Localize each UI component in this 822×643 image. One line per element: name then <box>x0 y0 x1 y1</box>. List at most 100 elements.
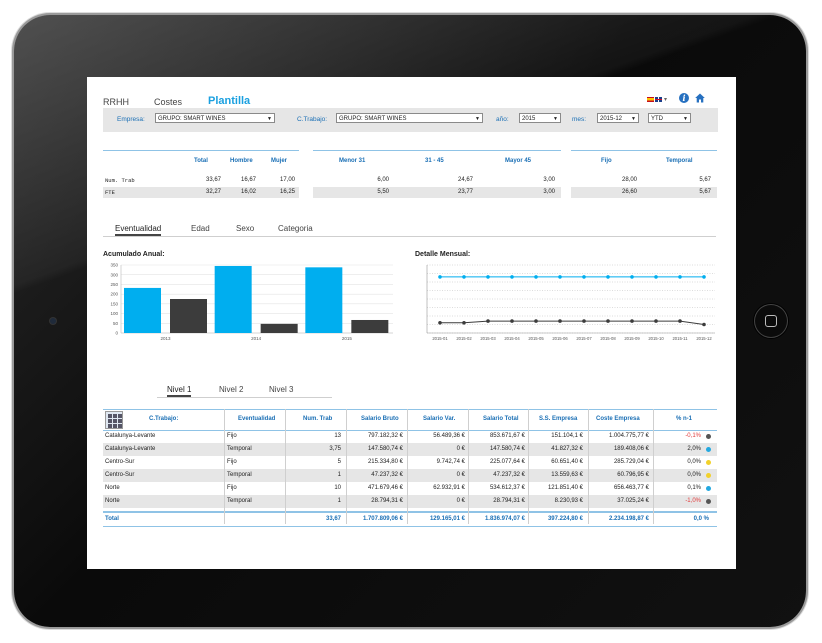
cell-salario-total: 853.671,67 € <box>489 433 525 439</box>
cell-salario-total: 28.794,31 € <box>493 498 525 504</box>
home-button[interactable] <box>754 304 788 338</box>
empresa-select[interactable]: GRUPO: SMART WINES ▼ <box>155 113 275 123</box>
table-row[interactable]: Catalunya-Levante Fijo 13 797.182,32 € 56.48… <box>103 430 717 443</box>
cell-coste-empresa: 656.463,77 € <box>613 485 649 491</box>
cell-num-trab: 1 <box>337 472 341 478</box>
trabajo-select[interactable]: GRUPO: SMART WINES ▼ <box>336 113 483 123</box>
nav-costes[interactable]: Costes <box>154 97 183 107</box>
header-num-trab[interactable]: Num. Trab <box>303 416 333 422</box>
point-2015-10-series-2 <box>654 319 658 323</box>
bar-2015-series-2 <box>351 319 389 333</box>
cell-salario-total: 225.077,64 € <box>489 459 525 465</box>
summary-header-total: Total <box>194 158 208 164</box>
trabajo-label: C.Trabajo: <box>297 116 328 123</box>
info-icon[interactable]: i <box>679 93 689 103</box>
mes-select[interactable]: 2015-12 ▼ <box>597 113 639 123</box>
cell-coste-empresa: 60.796,95 € <box>617 472 649 478</box>
summary-row: 5,50 23,77 3,00 <box>313 187 561 198</box>
point-2015-02-series-2 <box>462 321 466 325</box>
header-coste-empresa[interactable]: Coste Empresa <box>596 416 640 422</box>
cell-num-trab: 1 <box>337 498 341 504</box>
summary-cell: 32,27 <box>205 189 221 195</box>
header-salario-total[interactable]: Salario Total <box>483 416 519 422</box>
x-tick-label: 2015-04 <box>504 336 520 341</box>
bar-2014-series-1 <box>214 265 252 333</box>
period-select[interactable]: YTD ▼ <box>648 113 691 123</box>
header-pct-n1[interactable]: % n-1 <box>676 416 693 422</box>
x-tick-label: 2015 <box>342 336 353 341</box>
cell-salario-total: 147.580,74 € <box>489 446 525 452</box>
point-2015-03-series-2 <box>486 319 490 323</box>
point-2015-08-series-2 <box>606 319 610 323</box>
cell-coste-empresa: 189.408,06 € <box>613 446 649 452</box>
point-2015-11-series-2 <box>678 319 682 323</box>
cell-pct-n1: -0,1% <box>685 433 701 439</box>
summary-cell: 33,67 <box>205 177 221 183</box>
cell-coste-empresa: 285.729,04 € <box>613 459 649 465</box>
header-ss-empresa[interactable]: S.S. Empresa <box>539 416 578 422</box>
total-salario-var: 129.165,01 € <box>429 516 465 522</box>
anio-select[interactable]: 2015 ▼ <box>519 113 561 123</box>
cell-ctrabajo: Catalunya-Levante <box>105 446 156 452</box>
summary-cell: 5,67 <box>699 177 711 183</box>
cell-salario-var: 0 € <box>456 446 465 452</box>
bar-chart-acumulado-anual: 0 50 100 150 200 250 300 350 2013 2014 2015 <box>110 263 393 341</box>
cell-ss-empresa: 151.104,1 € <box>551 433 583 439</box>
period-select-value: YTD <box>651 116 663 122</box>
cell-eventualidad: Fijo <box>227 459 237 465</box>
empresa-select-value: GRUPO: SMART WINES <box>158 116 226 122</box>
summary-cell: 5,67 <box>699 189 711 195</box>
nav-rrhh[interactable]: RRHH <box>103 97 129 107</box>
chart-anual-title: Acumulado Anual: <box>103 251 165 258</box>
cell-ss-empresa: 121.851,40 € <box>547 485 583 491</box>
detail-total-row: Total 33,67 1.707.809,06 € 129.165,01 € … <box>103 511 717 527</box>
y-tick-label: 300 <box>110 272 118 277</box>
tab-categoria[interactable]: Categoria <box>278 224 313 233</box>
cell-salario-bruto: 215.334,80 € <box>367 459 403 465</box>
cell-salario-var: 62.932,91 € <box>433 485 465 491</box>
total-num-trab: 33,67 <box>325 516 341 522</box>
tab-sexo[interactable]: Sexo <box>236 224 255 233</box>
uk-flag-icon[interactable] <box>655 97 662 102</box>
table-row[interactable]: Centro-Sur Temporal 1 47.237,32 € 0 € 47.237,… <box>103 469 717 482</box>
spain-flag-icon[interactable] <box>647 97 654 102</box>
table-row[interactable]: Centro-Sur Fijo 5 215.334,80 € 9.742,74 € 225… <box>103 456 717 469</box>
cell-coste-empresa: 1.004.775,77 € <box>608 433 649 439</box>
header-ctrabajo[interactable]: C.Trabajo: <box>149 416 179 422</box>
x-tick-label: 2015-10 <box>648 336 664 341</box>
status-dot-icon <box>706 447 711 452</box>
table-row[interactable]: Norte Temporal 1 28.794,31 € 0 € 28.794,31 € 8… <box>103 495 717 508</box>
chevron-down-icon: ▼ <box>475 116 480 122</box>
summary-table-age: Menor 31 31 - 45 Mayor 45 6,00 24,67 3,0… <box>313 150 561 198</box>
total-salario-total: 1.836.974,07 € <box>484 516 525 522</box>
cell-pct-n1: 0,0% <box>687 459 701 465</box>
table-grid-icon[interactable] <box>105 411 123 429</box>
summary-row: Num. Trab 33,67 16,67 17,00 <box>103 175 299 186</box>
table-row[interactable]: Catalunya-Levante Temporal 3,75 147.580,74 … <box>103 443 717 456</box>
table-row[interactable]: Norte Fijo 10 471.679,46 € 62.932,91 € 534.61… <box>103 482 717 495</box>
tab-edad[interactable]: Edad <box>191 224 210 233</box>
header-salario-bruto[interactable]: Salario Bruto <box>361 416 399 422</box>
language-chevron-down-icon[interactable]: ▾ <box>664 97 668 103</box>
series-line-2 <box>440 320 705 325</box>
summary-table-contract: Fijo Temporal 28,00 5,67 26,60 5,67 <box>571 150 717 198</box>
point-2015-04-series-1 <box>510 275 514 279</box>
x-tick-label: 2015-01 <box>432 336 448 341</box>
tab-nivel-1[interactable]: Nivel 1 <box>167 385 192 397</box>
cell-ctrabajo: Norte <box>105 498 120 504</box>
header-salario-var[interactable]: Salario Var. <box>423 416 456 422</box>
point-2015-09-series-1 <box>630 275 634 279</box>
summary-cell: 16,25 <box>279 189 295 195</box>
y-tick-label: 0 <box>115 331 118 336</box>
header-eventualidad[interactable]: Eventualidad <box>238 416 276 422</box>
home-icon[interactable] <box>695 93 705 103</box>
cell-coste-empresa: 37.025,24 € <box>617 498 649 504</box>
summary-cell: 24,67 <box>457 177 473 183</box>
cell-pct-n1: 0,0% <box>687 472 701 478</box>
mes-label: mes: <box>572 116 587 123</box>
tab-nivel-3[interactable]: Nivel 3 <box>269 385 294 394</box>
nav-plantilla[interactable]: Plantilla <box>208 95 251 107</box>
status-dot-icon <box>706 434 711 439</box>
tab-eventualidad[interactable]: Eventualidad <box>115 224 162 236</box>
tab-nivel-2[interactable]: Nivel 2 <box>219 385 244 394</box>
